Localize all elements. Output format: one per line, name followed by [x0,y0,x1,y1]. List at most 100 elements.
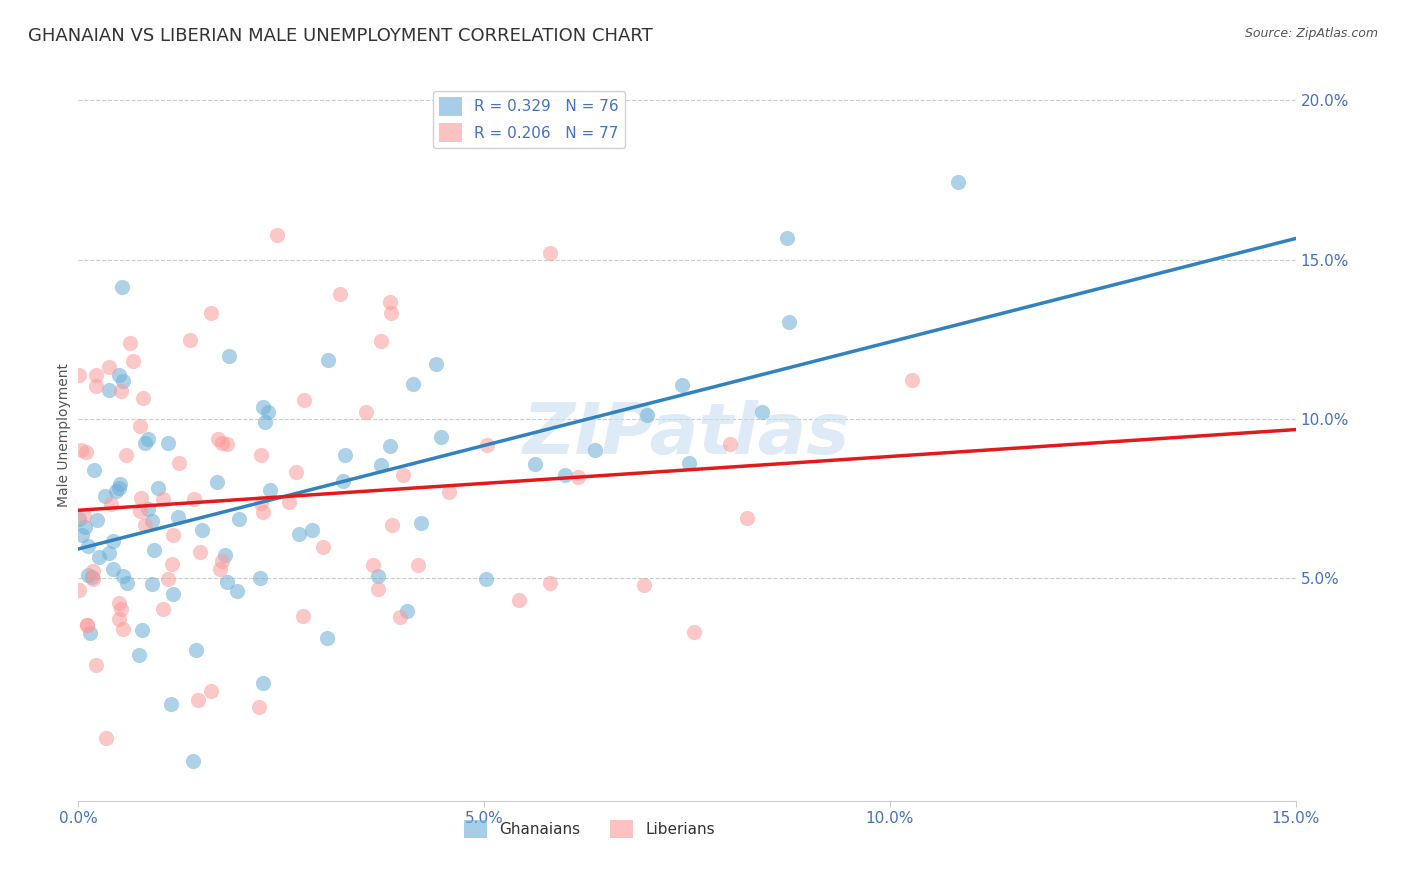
Ghanaians [72,528,94,542]
Liberians [278,495,301,509]
Ghanaians [316,631,339,645]
Ghanaians [217,575,239,590]
Liberians [179,333,201,347]
Liberians [437,485,460,500]
Liberians [408,558,430,572]
Text: ZIPatlas: ZIPatlas [523,401,851,469]
Ghanaians [101,562,124,576]
Ghanaians [80,570,103,584]
Ghanaians [301,523,323,537]
Liberians [183,491,205,506]
Ghanaians [259,483,281,498]
Liberians [110,384,132,399]
Ghanaians [75,520,97,534]
Ghanaians [316,353,339,368]
Liberians [901,373,924,387]
Liberians [291,609,314,624]
Ghanaians [112,569,135,583]
Ghanaians [136,502,159,516]
Liberians [162,558,184,572]
Ghanaians [86,513,108,527]
Liberians [152,492,174,507]
Liberians [67,368,90,382]
Ghanaians [141,514,163,528]
Liberians [381,517,404,532]
Liberians [169,456,191,470]
Liberians [249,448,271,462]
Ghanaians [108,368,131,383]
Ghanaians [146,481,169,495]
Ghanaians [181,754,204,768]
Y-axis label: Male Unemployment: Male Unemployment [58,363,72,507]
Liberians [98,360,121,375]
Ghanaians [105,484,128,499]
Liberians [312,541,335,555]
Liberians [380,306,402,320]
Ghanaians [332,474,354,488]
Ghanaians [93,490,115,504]
Ghanaians [636,408,658,422]
Liberians [200,684,222,698]
Ghanaians [425,357,447,371]
Ghanaians [134,435,156,450]
Ghanaians [335,448,357,462]
Liberians [84,378,107,392]
Ghanaians [136,433,159,447]
Ghanaians [249,570,271,584]
Liberians [76,618,98,632]
Liberians [361,558,384,572]
Ghanaians [218,349,240,363]
Liberians [737,510,759,524]
Ghanaians [108,476,131,491]
Ghanaians [380,439,402,453]
Ghanaians [76,539,98,553]
Liberians [129,419,152,434]
Ghanaians [402,376,425,391]
Ghanaians [671,378,693,392]
Liberians [391,468,413,483]
Ghanaians [946,175,969,189]
Ghanaians [778,314,800,328]
Ghanaians [108,481,131,495]
Liberians [115,448,138,462]
Liberians [329,287,352,301]
Ghanaians [115,575,138,590]
Liberians [538,575,561,590]
Liberians [107,596,129,610]
Liberians [538,246,561,260]
Liberians [129,491,152,505]
Ghanaians [776,230,799,244]
Ghanaians [76,568,98,582]
Liberians [84,657,107,672]
Ghanaians [67,512,90,526]
Ghanaians [253,415,276,429]
Ghanaians [524,458,547,472]
Ghanaians [142,542,165,557]
Liberians [134,518,156,533]
Liberians [266,228,288,243]
Liberians [82,564,104,578]
Liberians [82,573,104,587]
Ghanaians [751,405,773,419]
Liberians [200,306,222,320]
Liberians [388,609,411,624]
Ghanaians [205,475,228,490]
Liberians [367,582,389,597]
Liberians [187,693,209,707]
Legend: Ghanaians, Liberians: Ghanaians, Liberians [457,814,721,845]
Liberians [156,572,179,586]
Ghanaians [79,625,101,640]
Liberians [188,544,211,558]
Ghanaians [287,527,309,541]
Liberians [252,505,274,519]
Text: GHANAIAN VS LIBERIAN MALE UNEMPLOYMENT CORRELATION CHART: GHANAIAN VS LIBERIAN MALE UNEMPLOYMENT C… [28,27,652,45]
Ghanaians [184,643,207,657]
Ghanaians [190,524,212,538]
Liberians [132,391,155,405]
Ghanaians [583,443,606,458]
Liberians [120,335,142,350]
Liberians [378,295,401,310]
Liberians [475,438,498,452]
Ghanaians [162,587,184,601]
Liberians [211,436,233,450]
